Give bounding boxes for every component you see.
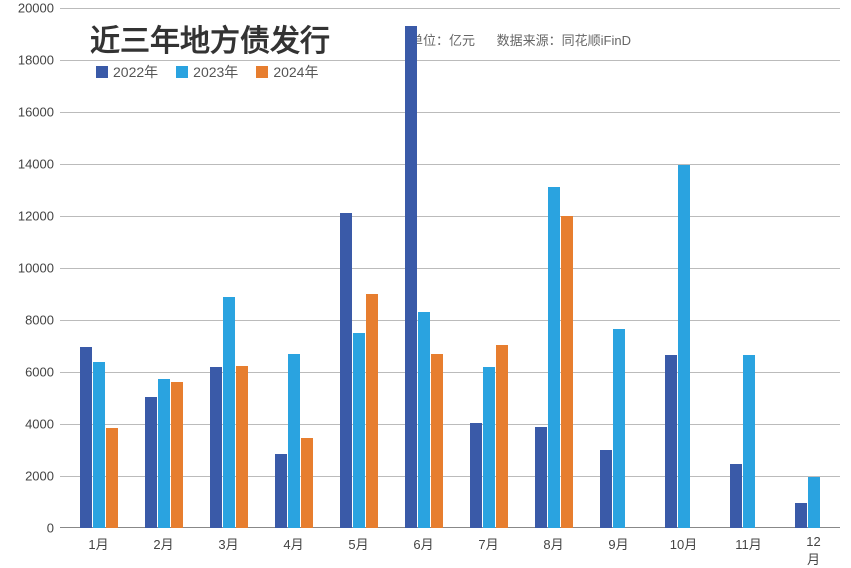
bar <box>301 438 313 528</box>
bar <box>158 379 170 529</box>
bar <box>366 294 378 528</box>
bar <box>353 333 365 528</box>
bar <box>496 345 508 528</box>
bar <box>210 367 222 528</box>
y-tick-label: 6000 <box>4 365 54 380</box>
y-tick-label: 8000 <box>4 313 54 328</box>
chart-container: 近三年地方债发行 单位：亿元 数据来源：同花顺iFinD 2022年2023年2… <box>0 0 851 567</box>
bar <box>275 454 287 528</box>
grid-line <box>60 8 840 9</box>
y-tick-label: 20000 <box>4 1 54 16</box>
y-tick-label: 2000 <box>4 469 54 484</box>
bar <box>795 503 807 528</box>
bar <box>561 216 573 528</box>
bar <box>106 428 118 528</box>
grid-line <box>60 164 840 165</box>
y-tick-label: 10000 <box>4 261 54 276</box>
grid-line <box>60 372 840 373</box>
bar <box>340 213 352 528</box>
bar <box>431 354 443 528</box>
grid-line <box>60 112 840 113</box>
y-tick-label: 18000 <box>4 53 54 68</box>
x-tick-label: 4月 <box>283 534 303 553</box>
grid-line <box>60 60 840 61</box>
bar <box>288 354 300 528</box>
bar <box>418 312 430 528</box>
grid-line <box>60 268 840 269</box>
bar <box>223 297 235 528</box>
plot-area: 0200040006000800010000120001400016000180… <box>60 8 840 528</box>
bar <box>730 464 742 528</box>
x-tick-label: 12月 <box>800 534 827 568</box>
grid-line <box>60 320 840 321</box>
x-tick-label: 2月 <box>153 534 173 553</box>
x-tick-label: 8月 <box>543 534 563 553</box>
bar <box>483 367 495 528</box>
bar <box>613 329 625 528</box>
bar <box>470 423 482 528</box>
bar <box>678 165 690 528</box>
y-tick-label: 4000 <box>4 417 54 432</box>
x-tick-label: 9月 <box>608 534 628 553</box>
x-tick-label: 5月 <box>348 534 368 553</box>
x-tick-label: 11月 <box>735 534 762 553</box>
y-tick-label: 16000 <box>4 105 54 120</box>
x-tick-label: 3月 <box>218 534 238 553</box>
bar <box>405 26 417 528</box>
x-tick-label: 10月 <box>670 534 697 553</box>
y-tick-label: 0 <box>4 521 54 536</box>
bar <box>665 355 677 528</box>
x-tick-label: 1月 <box>88 534 108 553</box>
bar <box>743 355 755 528</box>
bar <box>236 366 248 529</box>
bar <box>808 477 820 528</box>
bar <box>600 450 612 528</box>
grid-line <box>60 216 840 217</box>
bar <box>548 187 560 528</box>
x-tick-label: 7月 <box>478 534 498 553</box>
bar <box>145 397 157 528</box>
y-tick-label: 14000 <box>4 157 54 172</box>
bar <box>171 382 183 528</box>
x-tick-label: 6月 <box>413 534 433 553</box>
y-tick-label: 12000 <box>4 209 54 224</box>
bar <box>93 362 105 528</box>
bar <box>535 427 547 528</box>
bar <box>80 347 92 528</box>
